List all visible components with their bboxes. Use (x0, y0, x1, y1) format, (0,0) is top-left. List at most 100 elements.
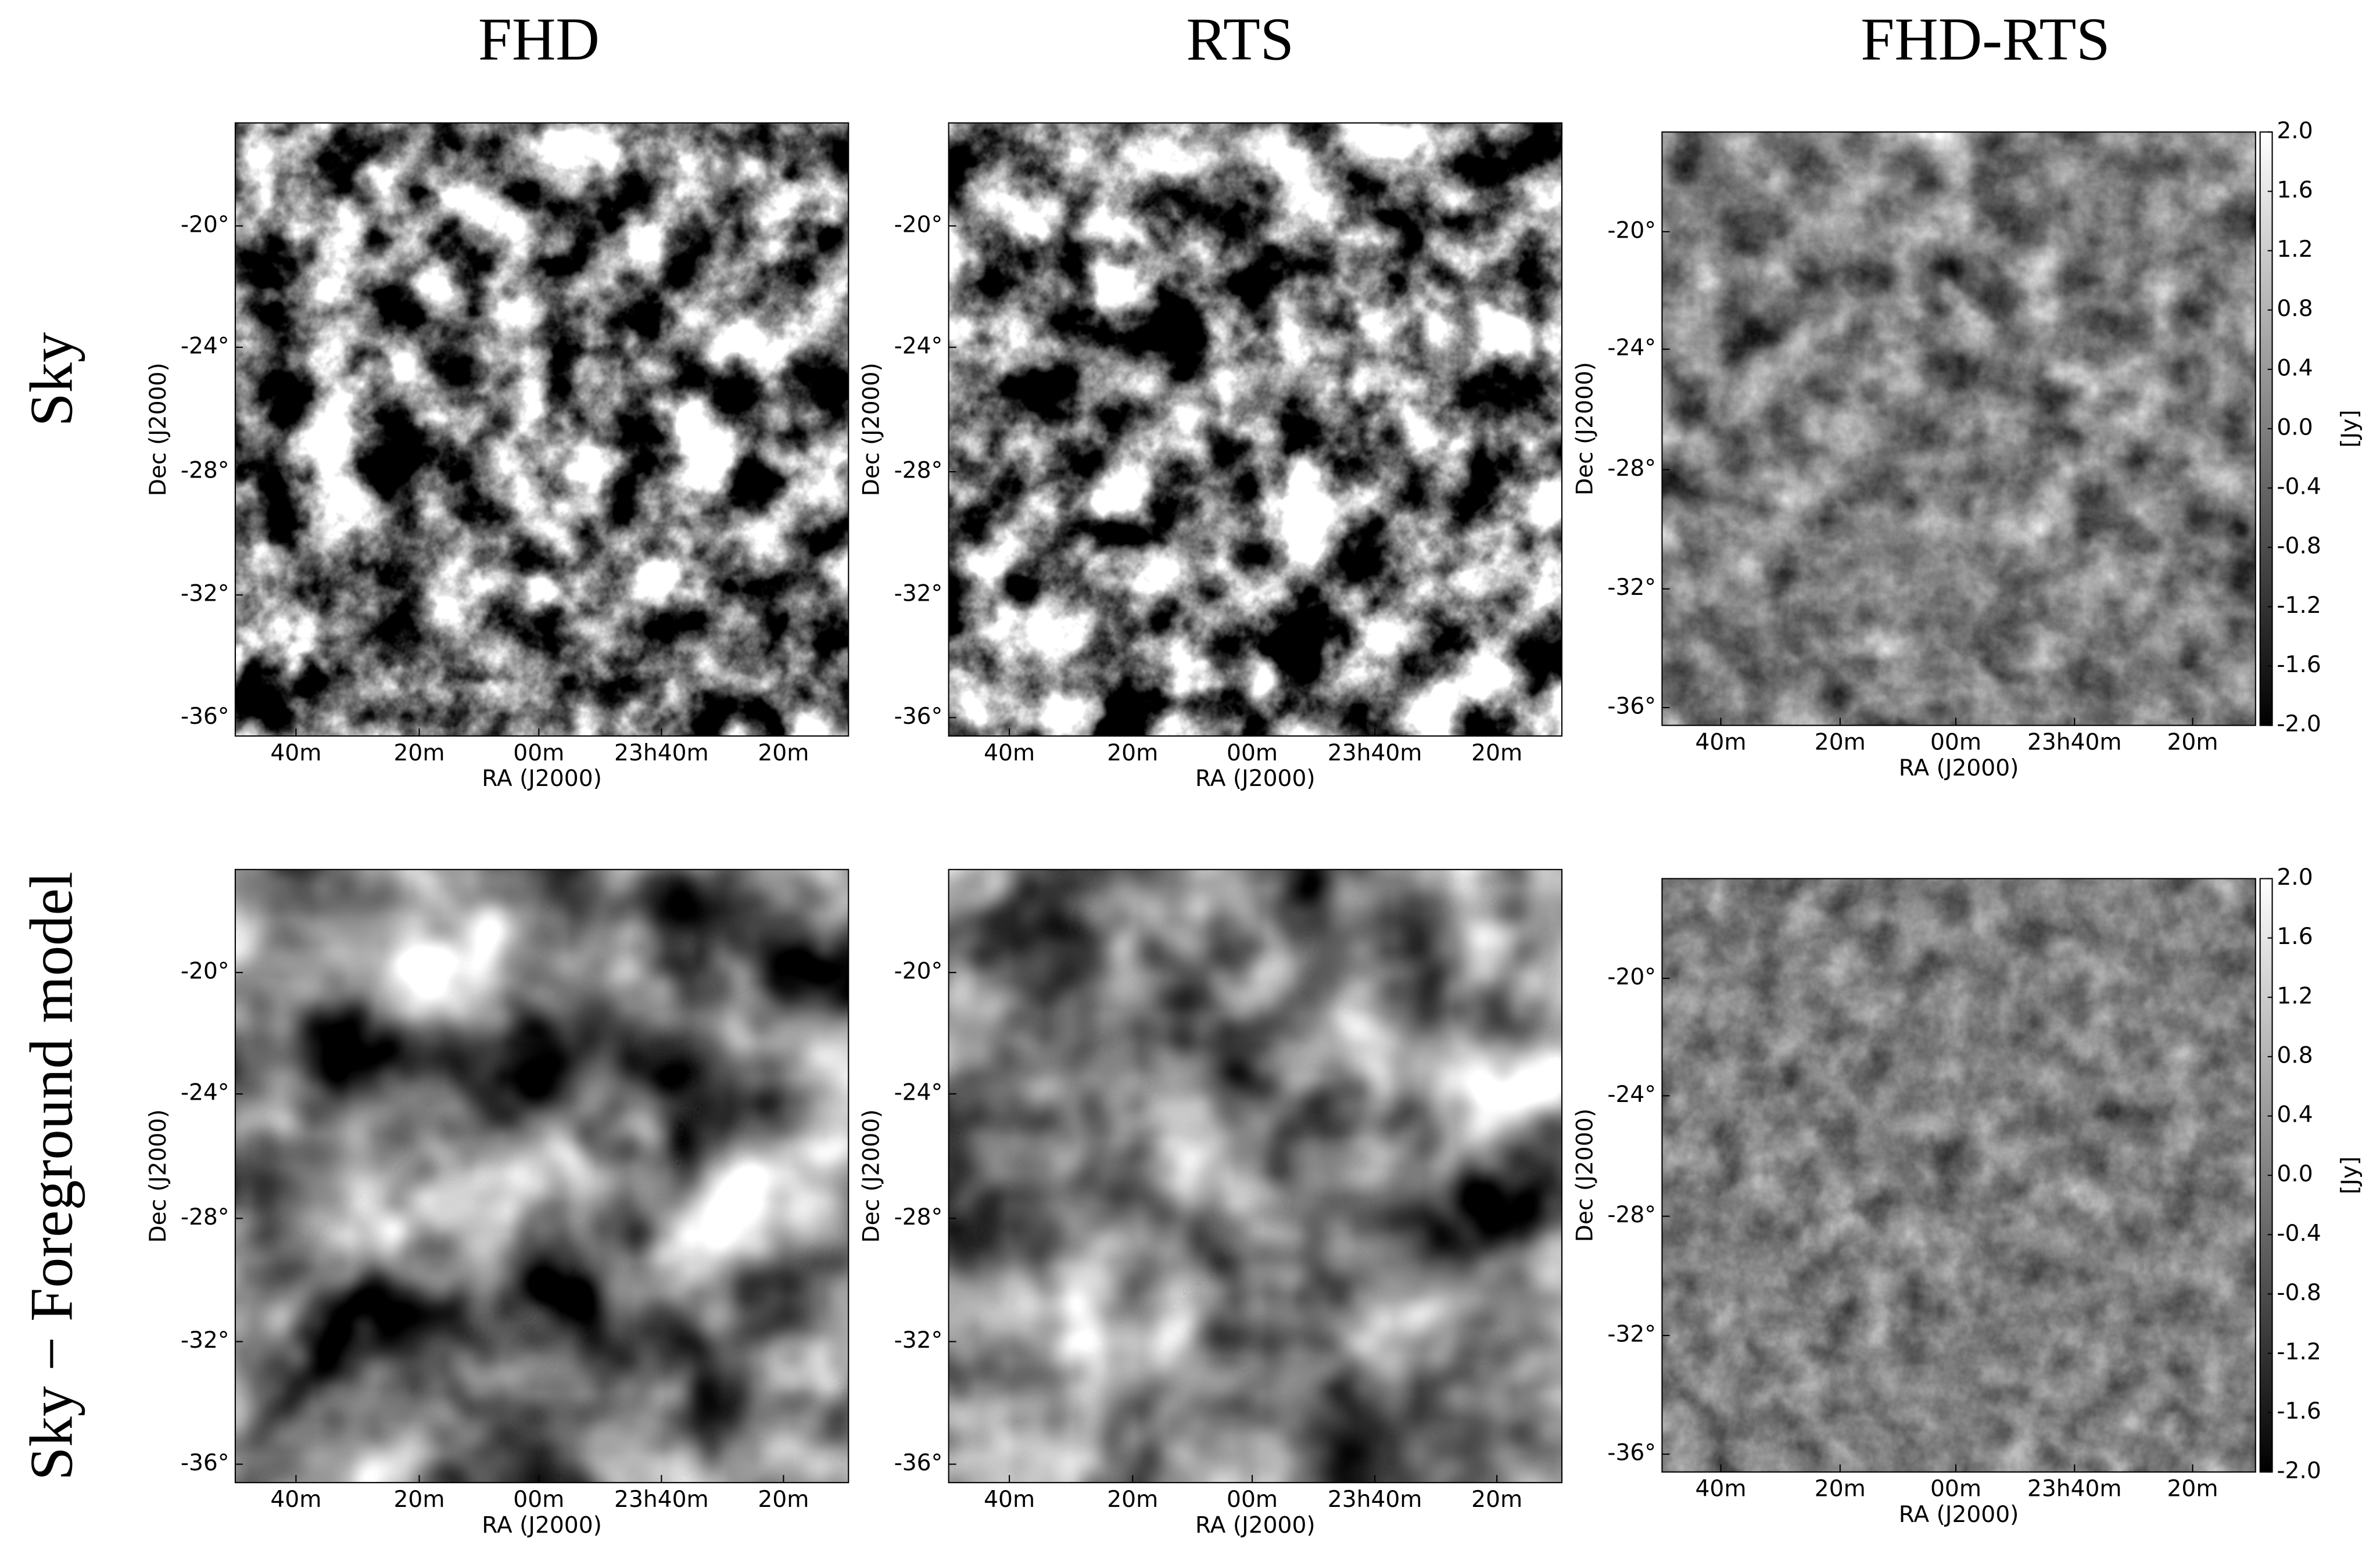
colorbar-tick-label: -1.2 (2277, 593, 2321, 619)
x-tick-label: 20m (2167, 1476, 2218, 1502)
x-tick-label: 40m (270, 740, 321, 766)
x-tick-label: 23h40m (2027, 729, 2122, 755)
y-tick-label: -28° (1607, 1202, 1656, 1228)
y-axis-label: Dec (J2000) (145, 362, 171, 496)
column-title: FHD (478, 5, 600, 73)
colorbar-tick-label: -0.8 (2277, 1280, 2321, 1306)
colorbar-tick-label: 1.6 (2277, 177, 2313, 203)
x-axis-label: RA (J2000) (1195, 1512, 1316, 1538)
x-tick-label: 00m (1227, 740, 1278, 766)
y-tick-label: -32° (1607, 1321, 1656, 1347)
colorbar-tick-label: 1.2 (2277, 983, 2313, 1009)
x-tick-label: 20m (758, 1487, 809, 1513)
colorbar-tick-label: 0.8 (2277, 1042, 2313, 1068)
x-tick-label: 00m (1930, 1476, 1981, 1502)
x-tick-label: 40m (270, 1487, 321, 1513)
y-axis-label: Dec (J2000) (859, 1109, 885, 1243)
column-title: RTS (1187, 5, 1294, 73)
panel-frame (234, 122, 850, 737)
panel: 40m 20m 00m 23h40m 20m -20° -24° -28° -32° -36° RA… (859, 122, 1563, 792)
sky-image (948, 869, 1562, 1483)
colorbar-label: [Jy] (2337, 1157, 2363, 1194)
y-tick-label: -36° (1607, 1440, 1656, 1466)
colorbar-tick-label: 0.4 (2277, 355, 2313, 381)
x-tick-label: 23h40m (614, 1487, 709, 1513)
x-tick-label: 40m (1696, 729, 1747, 755)
x-tick-label: 20m (2167, 729, 2218, 755)
y-tick-label: -20° (181, 211, 230, 238)
y-tick-label: -36° (181, 1450, 230, 1476)
y-tick-label: -20° (181, 959, 230, 985)
y-tick-label: -24° (181, 333, 230, 359)
panel: 40m 20m 00m 23h40m 20m -20° -24° -28° -32° -36° RA… (1572, 864, 2363, 1528)
y-tick-label: -24° (1607, 1082, 1656, 1108)
x-tick-label: 40m (1696, 1476, 1747, 1502)
colorbar-tick-label: 1.2 (2277, 236, 2313, 263)
y-tick-label: -28° (1607, 455, 1656, 482)
y-axis-label: Dec (J2000) (1572, 1108, 1598, 1242)
colorbar-tick-label: 2.0 (2277, 864, 2313, 891)
colorbar-tick-label: -2.0 (2277, 1458, 2321, 1484)
panel-frame (948, 122, 1563, 737)
colorbar-tick-label: 0.0 (2277, 414, 2313, 440)
x-tick-label: 20m (393, 1487, 445, 1513)
y-tick-label: -28° (894, 1204, 943, 1230)
y-tick-label: -32° (181, 1327, 230, 1354)
y-tick-label: -32° (1607, 575, 1656, 601)
sky-image (1662, 878, 2256, 1472)
panel: 40m 20m 00m 23h40m 20m -20° -24° -28° -32° -36° RA… (145, 868, 850, 1538)
x-tick-label: 23h40m (2027, 1476, 2122, 1502)
y-tick-label: -20° (894, 211, 943, 238)
x-tick-label: 40m (984, 1487, 1035, 1513)
x-tick-label: 20m (1107, 1487, 1158, 1513)
x-tick-label: 23h40m (614, 740, 709, 766)
x-tick-label: 00m (1227, 1487, 1278, 1513)
y-tick-label: -36° (181, 703, 230, 730)
x-tick-label: 20m (1471, 740, 1522, 766)
sky-image (948, 123, 1562, 736)
x-axis-label: RA (J2000) (482, 1512, 602, 1538)
x-tick-label: 20m (1815, 729, 1866, 755)
sky-image (1662, 132, 2256, 726)
colorbar-tick-label: 1.6 (2277, 924, 2313, 950)
colorbar-tick-label: -0.4 (2277, 474, 2321, 500)
sky-image (235, 123, 849, 736)
y-tick-label: -36° (894, 1450, 943, 1476)
panel: 40m 20m 00m 23h40m 20m -20° -24° -28° -32° -36° RA… (145, 122, 850, 792)
x-axis-label: RA (J2000) (1899, 755, 2019, 781)
column-title: FHD-RTS (1861, 5, 2110, 73)
x-tick-label: 20m (1815, 1476, 1866, 1502)
colorbar-tick-label: -1.6 (2277, 652, 2321, 678)
x-axis-label: RA (J2000) (1899, 1502, 2019, 1528)
colorbar-tick-label: 0.4 (2277, 1102, 2313, 1128)
colorbar-tick-label: -1.2 (2277, 1339, 2321, 1365)
y-tick-label: -20° (1607, 217, 1656, 243)
x-tick-label: 00m (1930, 729, 1981, 755)
x-tick-label: 00m (513, 740, 564, 766)
y-tick-label: -32° (894, 1327, 943, 1354)
y-tick-label: -24° (894, 333, 943, 359)
panel-frame (234, 868, 850, 1484)
colorbar-tick-label: -2.0 (2277, 711, 2321, 737)
colorbar-label: [Jy] (2337, 410, 2363, 447)
colorbar-tick-label: 0.8 (2277, 296, 2313, 322)
panel: 40m 20m 00m 23h40m 20m -20° -24° -28° -32° -36° RA… (859, 868, 1563, 1538)
y-tick-label: -20° (1607, 964, 1656, 990)
panel: 40m 20m 00m 23h40m 20m -20° -24° -28° -32° -36° RA… (1572, 118, 2363, 781)
colorbar-tick-label: -0.8 (2277, 533, 2321, 559)
colorbar-tick-label: 0.0 (2277, 1161, 2313, 1187)
sky-image (235, 869, 849, 1483)
y-tick-label: -28° (894, 458, 943, 484)
x-tick-label: 40m (984, 740, 1035, 766)
x-tick-label: 20m (393, 740, 445, 766)
y-tick-label: -28° (181, 1204, 230, 1230)
colorbar-tick-label: -1.6 (2277, 1398, 2321, 1424)
x-axis-label: RA (J2000) (482, 766, 602, 792)
y-axis-label: Dec (J2000) (859, 362, 885, 496)
y-tick-label: -28° (181, 458, 230, 484)
x-tick-label: 20m (758, 740, 809, 766)
y-tick-label: -32° (894, 581, 943, 607)
panel-frame (1661, 878, 2256, 1473)
